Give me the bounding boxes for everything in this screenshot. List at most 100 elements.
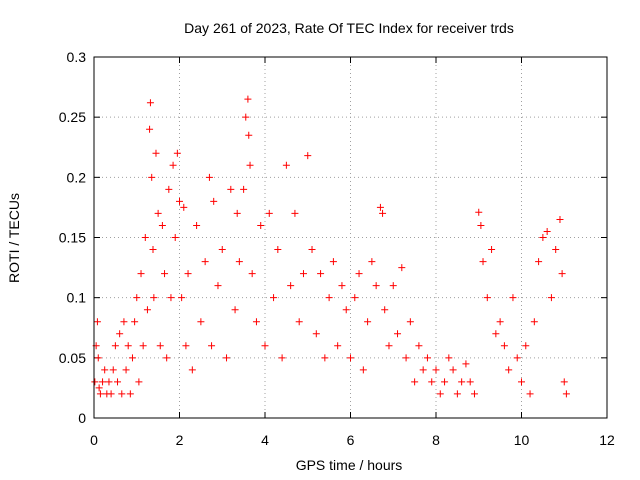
data-point bbox=[347, 354, 354, 362]
data-point bbox=[261, 342, 269, 350]
y-tick-label: 0 bbox=[78, 410, 86, 426]
data-point bbox=[218, 246, 226, 254]
data-point bbox=[245, 131, 253, 139]
data-point bbox=[126, 390, 134, 398]
data-point bbox=[453, 390, 461, 398]
data-point bbox=[492, 330, 500, 338]
data-point bbox=[128, 354, 136, 362]
data-point bbox=[423, 354, 431, 362]
y-tick-label: 0.25 bbox=[59, 109, 86, 125]
data-point bbox=[173, 149, 181, 157]
data-point bbox=[167, 294, 175, 302]
data-point bbox=[385, 342, 393, 350]
data-point bbox=[334, 342, 342, 350]
chart-title: Day 261 of 2023, Rate Of TEC Index for r… bbox=[184, 20, 514, 36]
data-point bbox=[171, 234, 179, 241]
data-point bbox=[133, 294, 141, 302]
data-point bbox=[257, 221, 265, 229]
data-point bbox=[466, 378, 474, 386]
data-point bbox=[411, 378, 419, 386]
data-point bbox=[355, 270, 363, 278]
grid-lines bbox=[94, 57, 607, 418]
x-tick-label: 0 bbox=[90, 432, 98, 448]
data-point bbox=[562, 390, 570, 398]
data-point bbox=[317, 270, 325, 278]
data-point bbox=[93, 318, 101, 326]
data-point bbox=[135, 378, 143, 386]
data-point bbox=[158, 221, 166, 229]
data-point bbox=[149, 246, 157, 254]
data-point bbox=[278, 354, 286, 362]
data-point bbox=[526, 390, 534, 398]
data-point bbox=[169, 161, 177, 169]
data-point bbox=[287, 282, 295, 290]
data-point bbox=[111, 342, 119, 350]
data-point bbox=[406, 318, 414, 326]
data-point bbox=[143, 306, 151, 314]
data-point bbox=[291, 209, 299, 217]
data-point bbox=[470, 390, 478, 398]
data-point bbox=[270, 294, 278, 302]
plot-frame bbox=[93, 56, 608, 419]
data-point bbox=[193, 221, 201, 229]
data-point bbox=[122, 366, 130, 374]
data-point bbox=[351, 294, 359, 302]
data-point bbox=[325, 294, 333, 302]
data-point bbox=[552, 246, 560, 254]
data-point bbox=[449, 366, 457, 374]
data-point bbox=[139, 342, 147, 350]
data-point bbox=[131, 318, 139, 326]
data-point bbox=[146, 99, 154, 107]
y-axis-label: ROTI / TECUs bbox=[6, 193, 22, 283]
data-point bbox=[231, 306, 239, 314]
data-point bbox=[509, 294, 517, 302]
data-point bbox=[120, 318, 128, 326]
data-point bbox=[304, 152, 312, 160]
data-point bbox=[483, 294, 491, 302]
data-point bbox=[233, 209, 241, 217]
data-point bbox=[535, 258, 543, 266]
data-point bbox=[558, 270, 566, 278]
data-point bbox=[560, 378, 568, 386]
data-point bbox=[282, 161, 290, 169]
data-point bbox=[205, 173, 213, 181]
data-point bbox=[500, 342, 508, 350]
data-point bbox=[475, 208, 483, 216]
data-point bbox=[240, 185, 248, 193]
x-tick-label: 4 bbox=[261, 432, 269, 448]
data-point bbox=[96, 390, 104, 398]
y-tick-label: 0.05 bbox=[59, 350, 86, 366]
data-point bbox=[107, 390, 115, 398]
data-point bbox=[295, 318, 303, 326]
data-point bbox=[161, 270, 169, 278]
data-point bbox=[235, 258, 243, 266]
data-point bbox=[496, 318, 504, 326]
data-point bbox=[415, 342, 423, 350]
data-point bbox=[188, 366, 196, 374]
data-point bbox=[462, 360, 470, 368]
data-point bbox=[394, 330, 402, 338]
data-point bbox=[321, 354, 329, 362]
data-point bbox=[124, 342, 132, 350]
data-point bbox=[137, 270, 145, 278]
data-point bbox=[547, 294, 555, 302]
data-point bbox=[376, 203, 384, 211]
data-point bbox=[91, 378, 99, 386]
data-point bbox=[505, 366, 513, 374]
y-tick-label: 0.3 bbox=[67, 49, 87, 65]
x-tick-label: 2 bbox=[176, 432, 184, 448]
data-point bbox=[118, 390, 126, 398]
data-point bbox=[265, 209, 273, 217]
data-point bbox=[95, 384, 103, 392]
data-point bbox=[522, 342, 530, 350]
data-point bbox=[539, 234, 547, 241]
data-point bbox=[116, 330, 124, 338]
data-point bbox=[441, 378, 449, 386]
data-point bbox=[223, 354, 231, 362]
x-tick-label: 8 bbox=[432, 432, 440, 448]
data-point bbox=[398, 264, 406, 272]
data-point bbox=[246, 161, 254, 169]
data-point bbox=[109, 366, 117, 374]
data-point bbox=[141, 234, 149, 241]
data-point bbox=[208, 342, 216, 350]
